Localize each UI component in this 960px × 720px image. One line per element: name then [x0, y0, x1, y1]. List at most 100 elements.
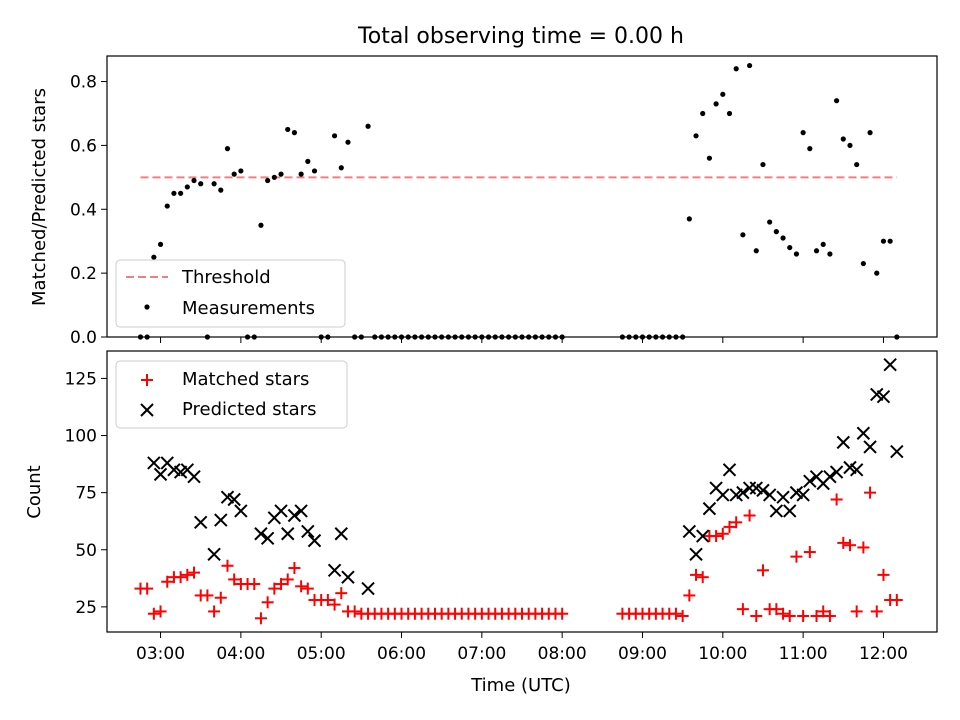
bottom-y-axis-label: Count	[24, 465, 45, 518]
matched-star-point	[716, 527, 729, 540]
measurement-point	[218, 187, 224, 193]
matched-star-point	[281, 573, 294, 586]
measurement-point	[198, 181, 204, 187]
measurement-point	[740, 232, 746, 238]
predicted-star-point	[274, 504, 288, 518]
bottom-x-tick-label: 09:00	[618, 644, 667, 664]
predicted-star-point	[769, 504, 784, 518]
measurement-point	[178, 190, 184, 196]
measurement-point	[706, 155, 713, 161]
measurement-point	[164, 203, 170, 209]
measurement-point	[211, 181, 217, 187]
bottom-x-tick-label: 07:00	[457, 644, 506, 664]
matched-star-point	[154, 605, 167, 618]
measurement-point	[271, 174, 277, 180]
measurement-point	[726, 110, 733, 117]
predicted-star-point	[722, 463, 737, 477]
top-y-ticks: 0.0 0.2 0.4 0.6 0.8	[70, 73, 107, 348]
predicted-star-point	[194, 515, 208, 530]
predicted-star-point	[294, 504, 308, 518]
matched-star-point	[690, 568, 703, 581]
matched-star-point	[669, 607, 682, 620]
predicted-star-point	[890, 444, 904, 459]
measurement-point	[345, 139, 351, 145]
predicted-star-point	[796, 488, 810, 502]
measurement-point	[224, 146, 231, 152]
predicted-star-point	[689, 547, 703, 562]
predicted-star-point	[863, 440, 877, 454]
measurement-point	[305, 158, 311, 164]
measurement-point	[807, 146, 813, 152]
matched-star-point	[710, 530, 723, 543]
predicted-star-point	[876, 389, 891, 404]
top-y-tick-label: 0.8	[70, 73, 97, 93]
matched-star-point	[790, 550, 803, 563]
measurement-point	[787, 244, 793, 251]
matched-star-point	[830, 493, 843, 506]
matched-star-point	[174, 571, 187, 584]
predicted-star-point	[776, 490, 790, 504]
predicted-star-point	[341, 570, 355, 584]
predicted-star-point	[254, 527, 268, 541]
measurement-point	[184, 184, 190, 190]
matched-star-point	[321, 594, 334, 607]
predicted-star-point	[823, 469, 837, 484]
top-y-axis-label: Matched/Predicted stars	[29, 88, 50, 306]
measurement-point	[693, 133, 699, 139]
measurement-point	[191, 177, 197, 184]
top-y-tick-label: 0.0	[70, 328, 97, 348]
predicted-star-point	[327, 563, 342, 578]
predicted-star-point	[883, 358, 897, 372]
measurement-point	[311, 168, 318, 174]
matched-star-point	[810, 610, 823, 623]
bottom-y-tick-label: 50	[75, 541, 97, 561]
measurement-point	[760, 161, 766, 168]
legend-threshold-label: Threshold	[181, 267, 271, 288]
predicted-star-point	[361, 581, 375, 596]
predicted-star-point	[287, 508, 302, 523]
matched-star-point	[777, 607, 790, 620]
matched-star-point	[756, 564, 769, 577]
bottom-legend-box	[115, 360, 348, 429]
predicted-star-point	[281, 527, 295, 541]
bottom-x-tick-label: 05:00	[297, 644, 346, 664]
top-legend: Threshold Measurements	[115, 259, 346, 328]
bottom-x-tick-label: 10:00	[698, 644, 747, 664]
predicted-star-point	[334, 527, 348, 541]
matched-star-point	[743, 509, 756, 522]
bottom-plot-area	[134, 358, 904, 625]
bottom-x-tick-label: 11:00	[779, 644, 828, 664]
predicted-star-point	[187, 469, 201, 484]
predicted-star-point	[682, 524, 697, 539]
predicted-star-point	[742, 481, 757, 495]
matched-star-point	[864, 486, 877, 499]
measurement-point	[700, 110, 706, 117]
measurement-point	[887, 238, 893, 244]
matched-star-point	[857, 541, 870, 554]
matched-star-point	[141, 582, 154, 595]
matched-star-point	[221, 559, 234, 572]
top-y-tick-label: 0.2	[70, 264, 97, 284]
matched-star-point	[870, 605, 883, 618]
matched-star-point	[228, 573, 241, 586]
matched-star-point	[783, 610, 796, 623]
bottom-x-ticks: 03:00 04:00 05:00 06:00 07:00 08:00 09:00 10:00…	[136, 632, 908, 664]
matched-star-point	[275, 578, 288, 591]
legend-measurements-label: Measurements	[182, 298, 315, 319]
matched-star-point	[301, 582, 314, 595]
measurement-point	[298, 171, 304, 177]
bottom-x-tick-label: 03:00	[136, 644, 185, 664]
measurement-point	[365, 123, 371, 129]
matched-star-point	[770, 603, 783, 616]
measurement-point	[880, 238, 887, 244]
measurement-point	[813, 248, 820, 254]
measurement-point	[157, 241, 164, 247]
measurement-point	[686, 216, 692, 222]
matched-star-point	[335, 587, 348, 600]
matched-star-point	[817, 605, 830, 618]
measurement-point	[285, 126, 291, 133]
predicted-star-point	[227, 492, 241, 507]
bottom-x-tick-label: 04:00	[216, 644, 265, 664]
